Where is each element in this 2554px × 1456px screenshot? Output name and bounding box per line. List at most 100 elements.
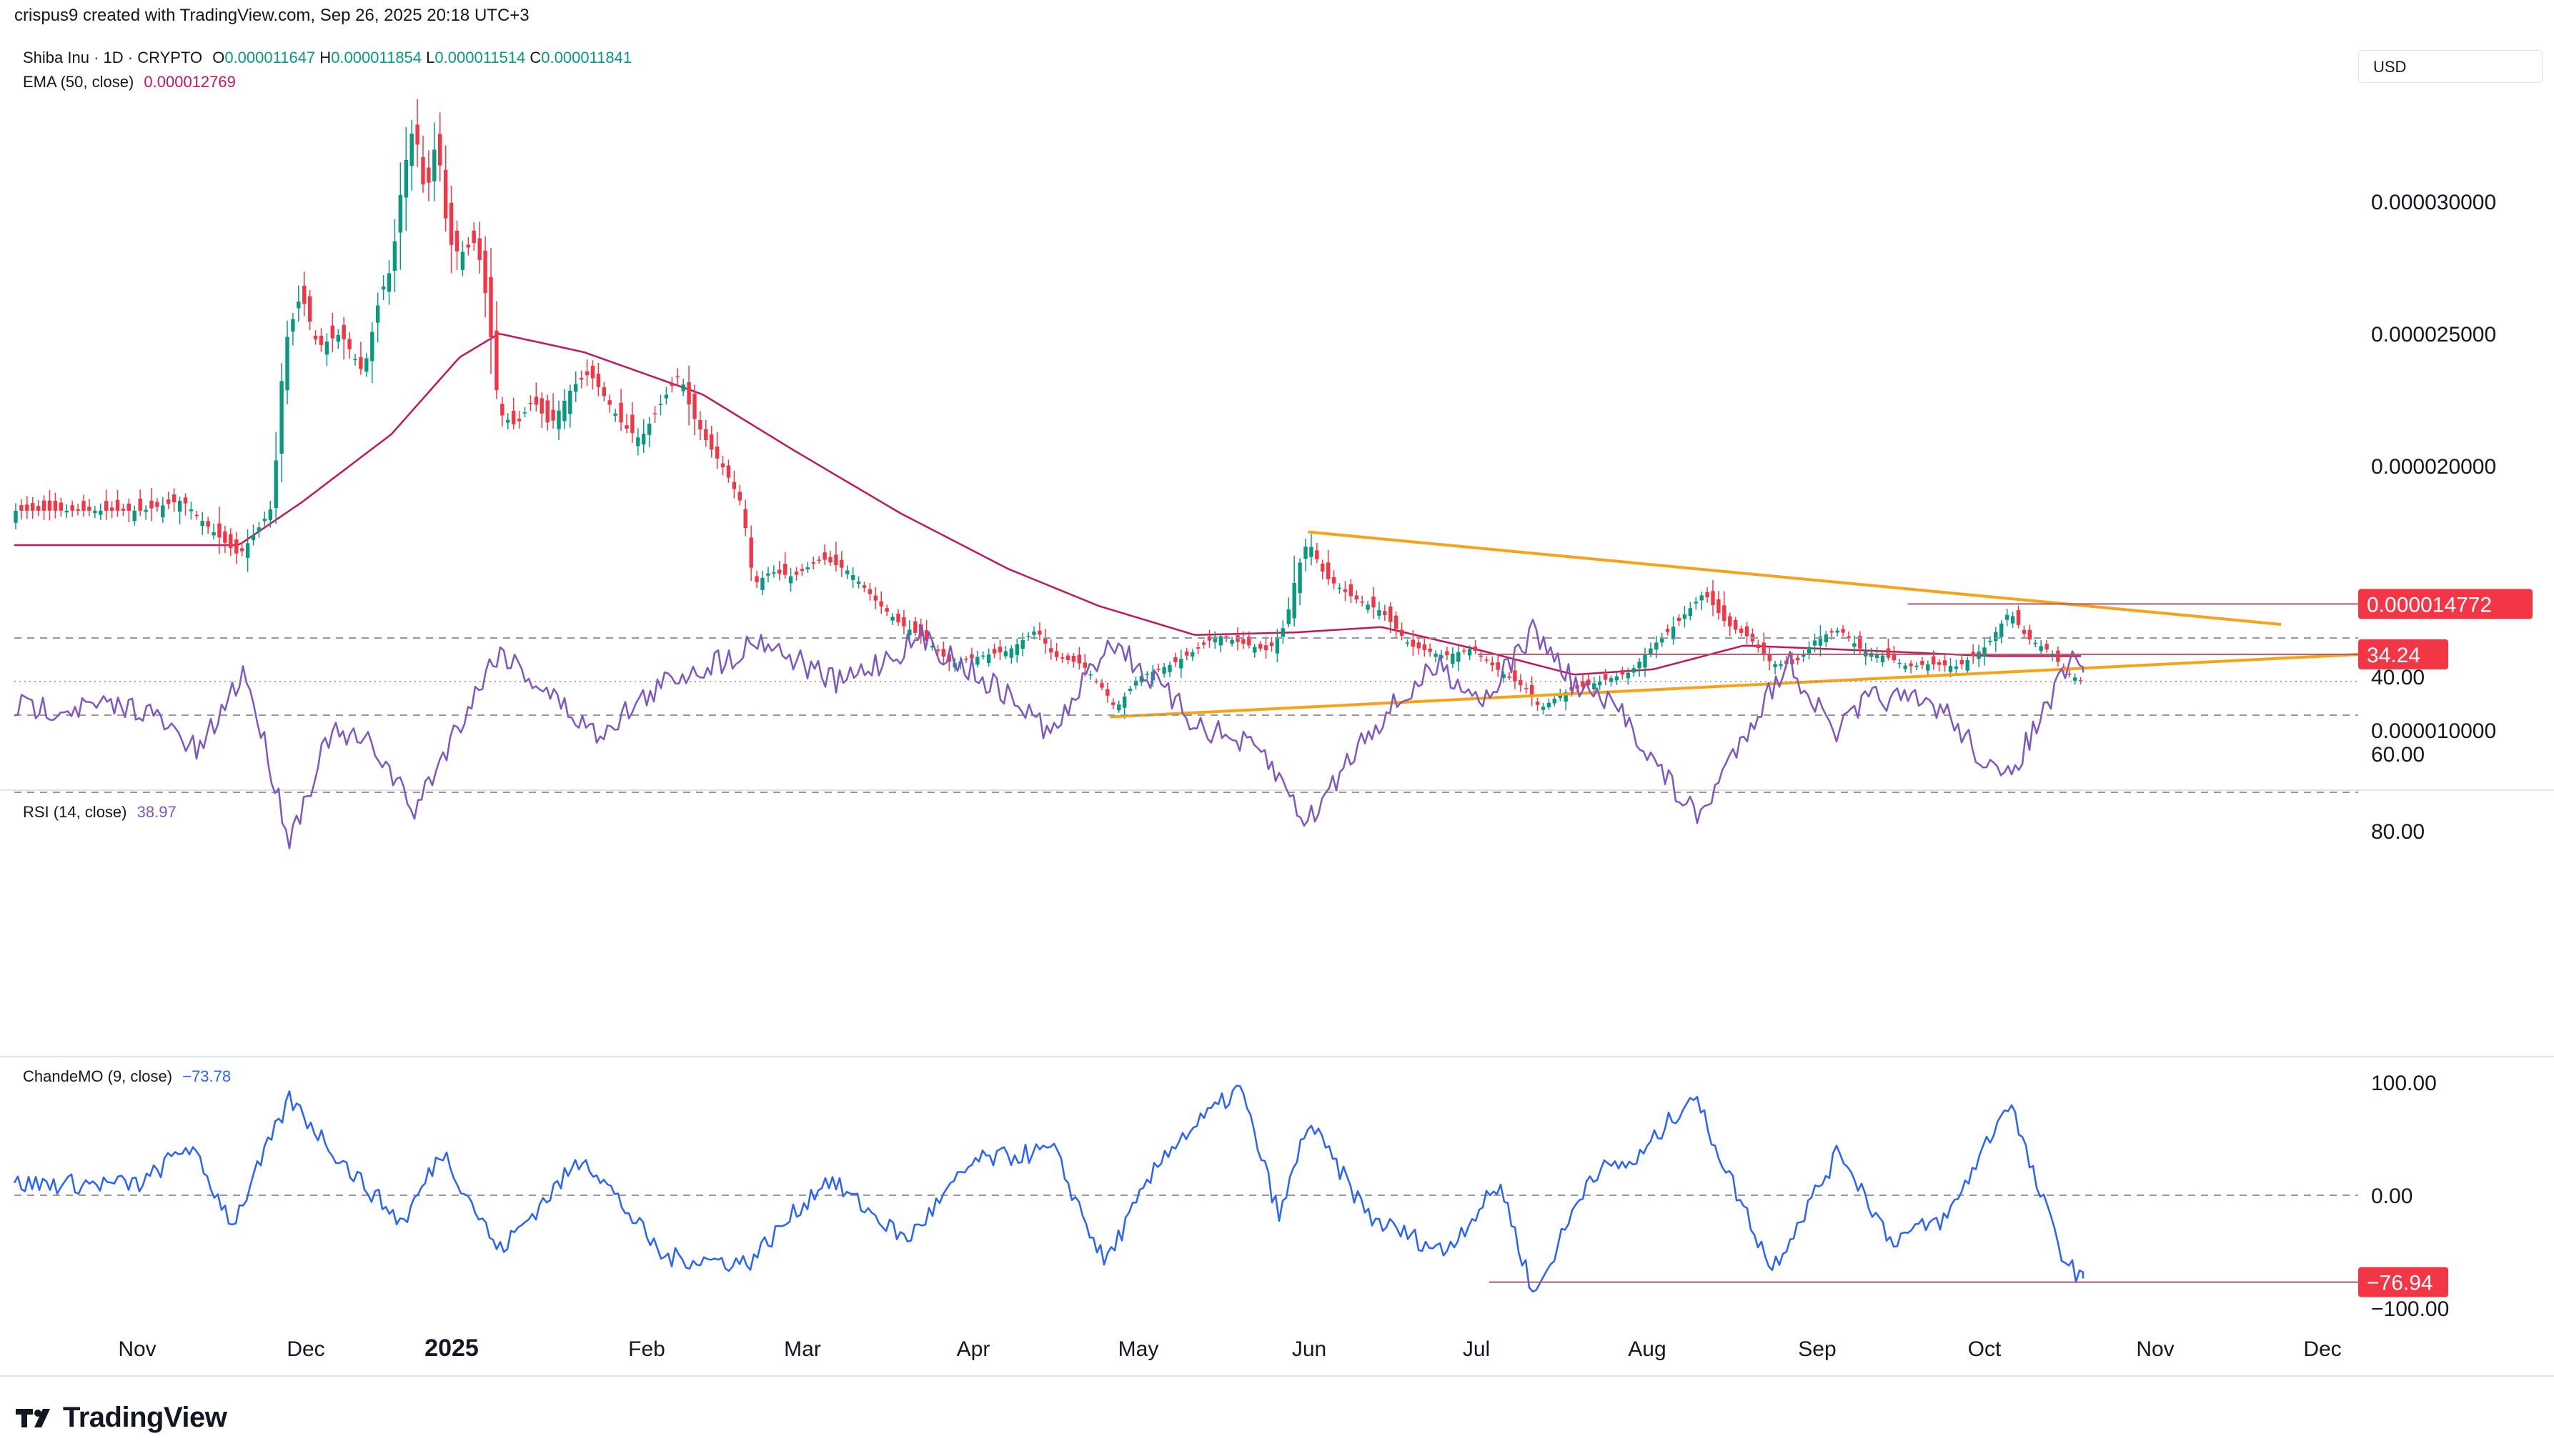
candle-body: [489, 276, 493, 338]
candle-body: [1694, 602, 1698, 604]
candle-body: [1676, 617, 1681, 621]
time-axis-tick-label: Aug: [1628, 1337, 1666, 1361]
candle-body: [409, 134, 414, 166]
candle-body: [777, 569, 782, 574]
candle-body: [359, 357, 363, 369]
time-axis-tick-label: Nov: [118, 1337, 156, 1361]
candle-body: [1315, 550, 1319, 559]
candle-body: [1111, 702, 1115, 705]
candle-body: [1286, 609, 1291, 624]
cmo-line: [13, 1084, 2085, 1293]
candle-body: [1156, 669, 1161, 670]
candle-body: [1501, 674, 1506, 678]
candle-body: [1258, 644, 1263, 649]
time-axis-tick-label: Feb: [628, 1337, 665, 1361]
candle-body: [1739, 628, 1744, 633]
candle-body: [975, 657, 980, 665]
currency-selector[interactable]: USD: [2358, 50, 2543, 83]
candle-body: [1394, 615, 1398, 629]
candle-body: [890, 617, 895, 621]
candle-body: [1942, 660, 1947, 666]
candle-body: [1926, 664, 1930, 671]
candle-body: [1388, 607, 1393, 622]
candle-body: [868, 589, 873, 594]
candle-body: [534, 397, 538, 405]
candle-body: [2067, 674, 2072, 675]
candle-body: [1326, 562, 1331, 579]
time-axis-tick-label: Jun: [1292, 1337, 1326, 1361]
time-axis-tick-label: Nov: [2136, 1337, 2174, 1361]
candle-body: [613, 413, 617, 416]
candle-body: [692, 393, 697, 419]
candle-body: [1479, 655, 1484, 657]
candle-body: [302, 285, 307, 304]
candle-body: [908, 629, 912, 636]
candle-body: [1643, 654, 1647, 668]
candle-body: [472, 230, 476, 244]
candle-body: [14, 510, 18, 523]
cmo-axis-tick-label: 100.00: [2371, 1072, 2437, 1095]
cmo-axis-tick-label: 0.00: [2371, 1185, 2413, 1208]
candle-body: [788, 576, 793, 584]
candle-body: [726, 465, 731, 478]
candle-body: [1451, 653, 1455, 664]
candle-body: [279, 381, 284, 454]
candle-body: [1716, 599, 1721, 614]
candle-body: [1094, 681, 1098, 682]
candle-body: [783, 564, 787, 575]
candle-body: [245, 543, 250, 558]
candle-body: [1207, 637, 1212, 641]
candle-body: [760, 577, 765, 590]
ema-value: 0.000012769: [144, 73, 236, 91]
candle-body: [1524, 688, 1529, 689]
candle-body: [1892, 653, 1896, 661]
ema-line: [14, 332, 2081, 676]
candle-body: [1812, 640, 1817, 646]
candle-body: [1581, 681, 1585, 687]
high-value: 0.000011854: [331, 49, 422, 66]
candle-body: [477, 238, 482, 260]
candle-body: [636, 437, 640, 447]
candle-body: [495, 330, 499, 390]
candle-body: [1201, 642, 1206, 645]
candle-body: [851, 575, 855, 580]
candle-body: [710, 434, 714, 450]
candle-body: [1117, 704, 1121, 711]
candle-body: [1083, 662, 1087, 668]
candle-body: [1767, 654, 1772, 662]
candle-body: [845, 570, 850, 574]
candle-body: [206, 521, 210, 527]
candle-body: [1874, 654, 1879, 658]
candle-body: [1541, 707, 1546, 710]
candle-body: [36, 506, 41, 511]
candle-body: [1065, 655, 1070, 661]
candle-body: [794, 572, 799, 575]
candle-body: [704, 429, 708, 440]
candle-body: [76, 509, 80, 511]
candle-body: [1224, 636, 1228, 639]
candle-body: [87, 507, 91, 511]
candle-body: [234, 539, 239, 554]
candle-body: [1298, 562, 1302, 594]
candle-body: [1088, 674, 1093, 676]
candle-body: [1519, 679, 1523, 686]
candle-body: [1321, 564, 1325, 572]
candle-body: [149, 500, 154, 509]
candle-body: [1077, 654, 1081, 664]
time-axis-tick-label: Oct: [1968, 1337, 2002, 1361]
candle-body: [596, 374, 601, 387]
candle-body: [1637, 662, 1641, 669]
candle-body: [2027, 629, 2032, 640]
candle-body: [370, 331, 374, 361]
candle-body: [1982, 647, 1987, 657]
candle-body: [817, 559, 821, 561]
candle-body: [1241, 639, 1246, 644]
candle-body: [1762, 642, 1766, 655]
candle-body: [138, 499, 142, 511]
candle-body: [25, 504, 29, 511]
candle-body: [1598, 682, 1602, 686]
candle-body: [1818, 636, 1823, 646]
rsi-axis-tick-label: 40.00: [2371, 666, 2425, 689]
candle-body: [47, 500, 52, 511]
